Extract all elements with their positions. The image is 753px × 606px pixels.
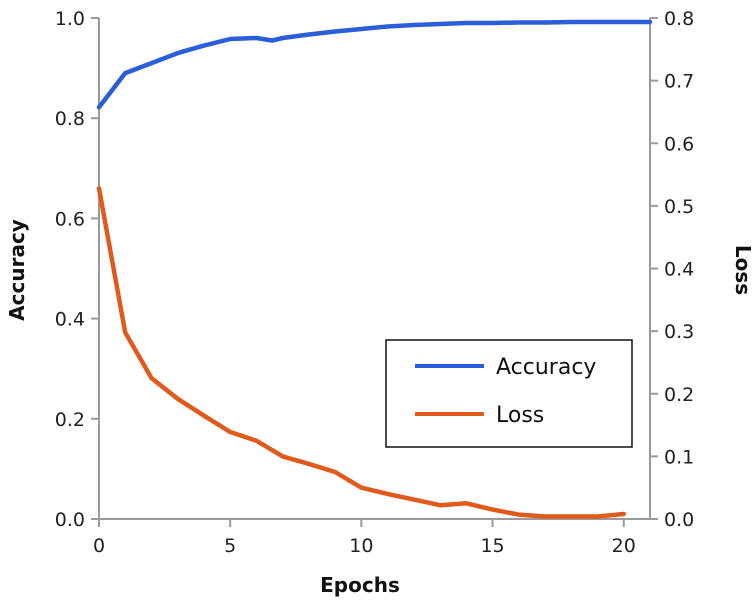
- legend-box: [385, 339, 633, 448]
- x-tick-label: 10: [349, 535, 373, 557]
- y-right-tick-label: 0.4: [664, 259, 694, 281]
- y-right-tick-label: 0.6: [664, 133, 694, 155]
- y-left-tick-label: 1.0: [55, 8, 85, 30]
- y-left-tick-label: 0.8: [55, 108, 85, 130]
- y-right-tick-label: 0.2: [664, 384, 694, 406]
- x-tick-label: 15: [480, 535, 504, 557]
- y-right-tick-label: 0.8: [664, 8, 694, 30]
- y-right-tick-label: 0.5: [664, 196, 694, 218]
- y-left-tick-label: 0.2: [55, 409, 85, 431]
- tick-labels: 0 5 10 15 20 0.0 0.2 0.4 0.6 0.8 1.0 0.0 0.1 0.2 0.3 0.…: [55, 8, 694, 557]
- legend-label-loss: Loss: [496, 403, 544, 428]
- y-right-tick-label: 0.0: [664, 509, 694, 531]
- series-line-accuracy: [96, 19, 653, 110]
- tick-marks: [91, 17, 658, 527]
- series-line-loss: [96, 186, 627, 519]
- y-left-tick-label: 0.6: [55, 208, 85, 230]
- y-right-tick-label: 0.7: [664, 71, 694, 93]
- y-right-tick-label: 0.3: [664, 321, 694, 343]
- y-left-tick-label: 0.0: [55, 509, 85, 531]
- right-y-axis-title: Loss: [731, 245, 753, 295]
- legend-label-accuracy: Accuracy: [496, 355, 596, 380]
- x-tick-label: 5: [224, 535, 236, 557]
- left-y-axis-title: Accuracy: [5, 219, 29, 321]
- x-axis-title: Epochs: [320, 573, 400, 597]
- x-tick-label: 0: [93, 535, 105, 557]
- data-series: [96, 19, 653, 519]
- y-left-tick-label: 0.4: [55, 309, 85, 331]
- y-right-tick-label: 0.1: [664, 446, 694, 468]
- x-tick-label: 20: [612, 535, 636, 557]
- legend: Accuracy Loss: [385, 339, 633, 448]
